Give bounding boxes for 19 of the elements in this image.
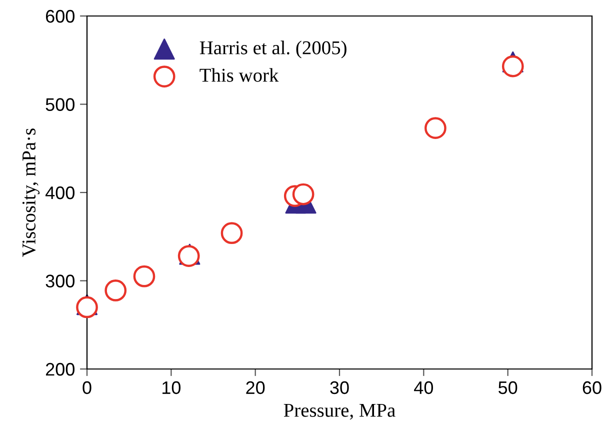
x-tick-label: 20: [246, 381, 265, 394]
x-tick-label: 40: [414, 381, 434, 394]
x-tick-label: 0: [82, 381, 92, 394]
y-tick-label: 500: [46, 98, 74, 111]
x-tick-label: 60: [582, 381, 602, 394]
y-tick-label: 200: [46, 362, 74, 376]
y-tick-label: 400: [45, 186, 74, 200]
y-axis-title: Viscosity, mPa·s: [22, 128, 40, 257]
y-tick-label: 600: [46, 10, 74, 23]
legend-label: This work: [200, 68, 279, 82]
point: [76, 296, 98, 318]
legend-label: Harris et al. (2005): [200, 40, 346, 58]
y-tick-label: 300: [46, 274, 74, 288]
x-tick-label: 10: [162, 381, 181, 394]
point: [502, 55, 524, 78]
x-tick-label: 50: [498, 381, 518, 394]
point: [292, 183, 314, 206]
x-axis-title: Pressure, MPa: [284, 404, 396, 420]
x-tick-label: 30: [330, 381, 349, 394]
